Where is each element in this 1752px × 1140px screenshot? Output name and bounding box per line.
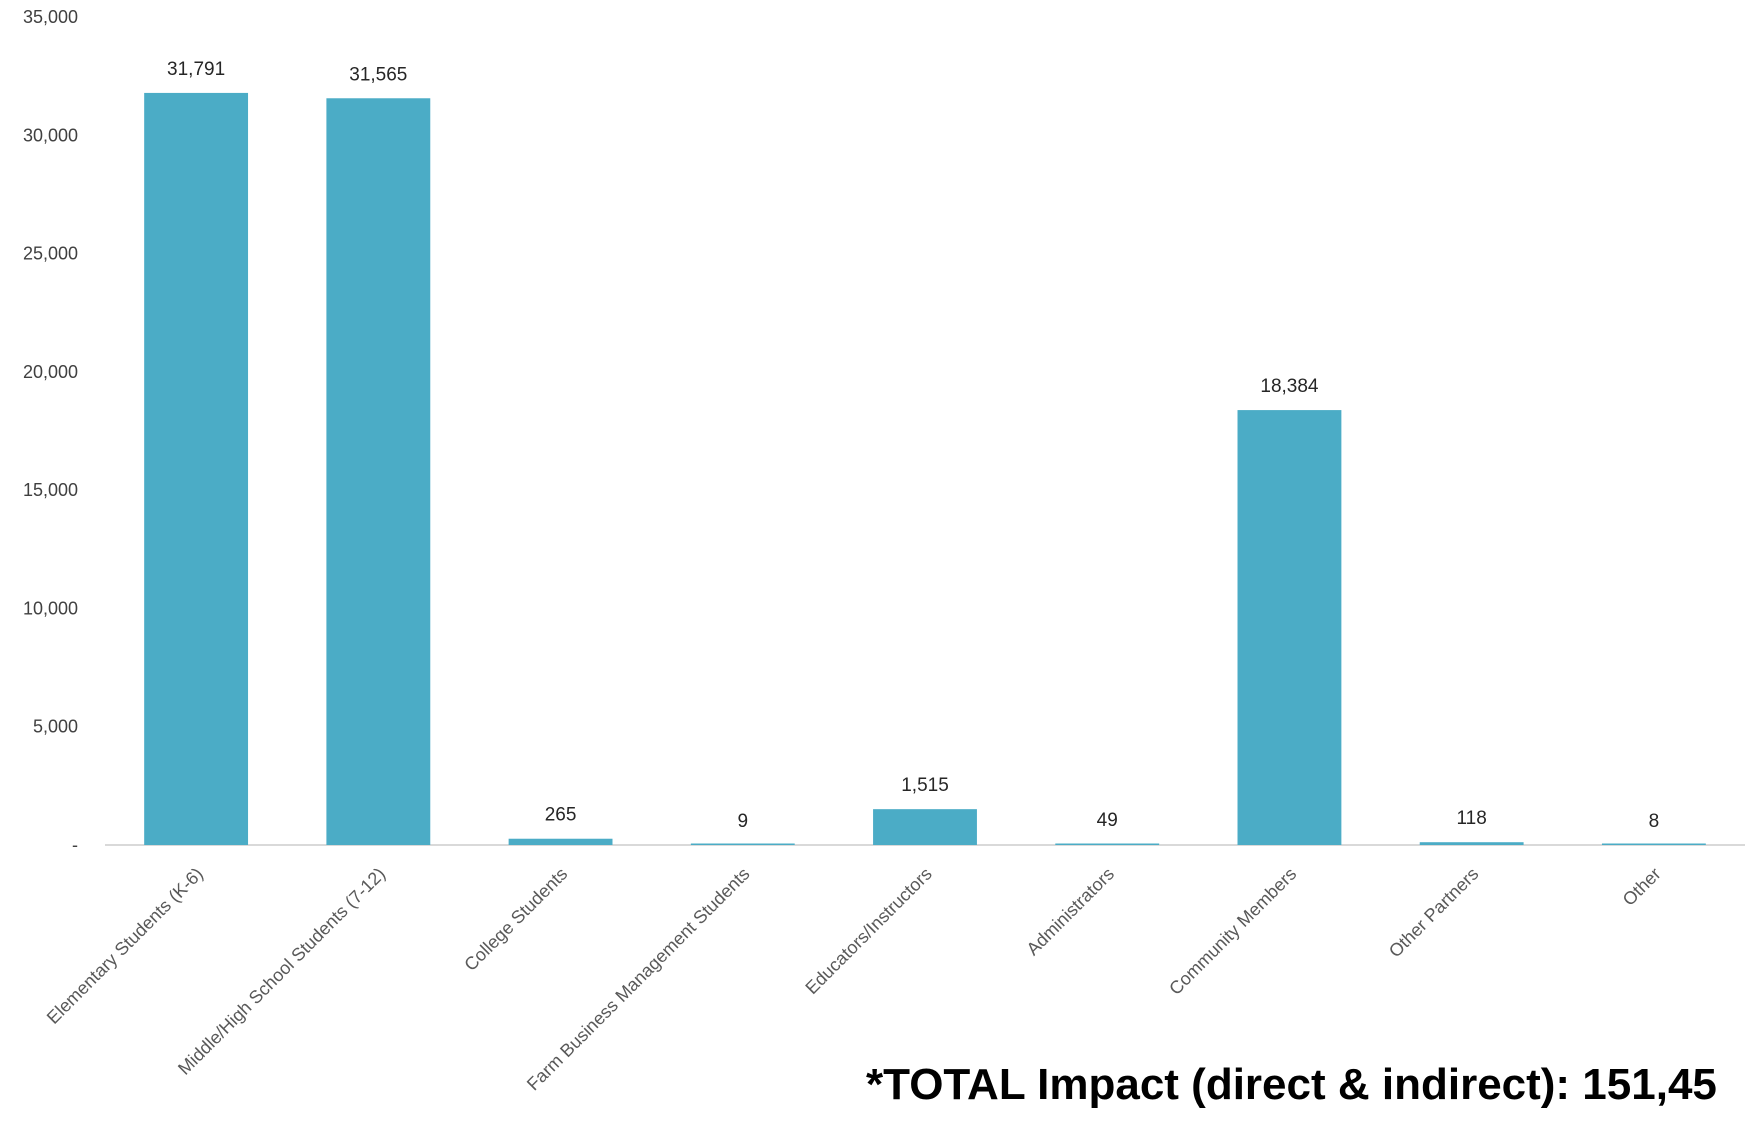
data-label: 8 (1649, 811, 1660, 832)
y-tick-label: 10,000 (23, 598, 78, 618)
data-label: 49 (1097, 810, 1118, 831)
data-label: 1,515 (901, 775, 949, 796)
bar (1055, 843, 1160, 845)
bar (690, 843, 795, 845)
category-label: Farm Business Management Students (523, 864, 754, 1095)
y-axis-ticks: - 5,000 10,000 15,000 20,000 25,000 30,000 35,0… (23, 7, 78, 855)
bar (1601, 843, 1706, 845)
category-label: Middle/High School Students (7-12) (174, 864, 389, 1079)
data-label: 265 (545, 805, 577, 826)
bar (326, 98, 431, 846)
data-labels-group: 31,791 31,565 265 9 1,515 49 18,384 118 8 (167, 59, 1659, 832)
data-label: 31,791 (167, 59, 225, 80)
data-label: 31,565 (349, 64, 407, 85)
data-label: 9 (737, 811, 748, 832)
category-label: Other (1619, 864, 1665, 910)
category-label: Administrators (1023, 864, 1118, 959)
category-label: Other Partners (1385, 864, 1483, 962)
y-tick-label: 25,000 (23, 244, 78, 264)
category-label: College Students (460, 864, 571, 975)
category-label: Educators/Instructors (801, 864, 935, 998)
y-tick-label: 15,000 (23, 480, 78, 500)
data-label: 118 (1457, 808, 1487, 829)
bar (873, 809, 977, 845)
bar (508, 838, 613, 845)
bar (1237, 410, 1342, 845)
y-tick-label: 35,000 (23, 7, 78, 27)
y-tick-label: 30,000 (23, 125, 78, 145)
data-label: 18,384 (1260, 376, 1319, 397)
category-label: Community Members (1165, 864, 1300, 999)
bars-group (144, 92, 1706, 846)
category-label: Elementary Students (K-6) (43, 864, 207, 1028)
bar (144, 92, 249, 845)
bar (1419, 842, 1524, 845)
y-tick-label: 5,000 (33, 717, 78, 737)
total-impact-note: *TOTAL Impact (direct & indirect): 151,4… (866, 1060, 1717, 1109)
y-tick-label: - (72, 835, 78, 855)
y-tick-label: 20,000 (23, 362, 78, 382)
